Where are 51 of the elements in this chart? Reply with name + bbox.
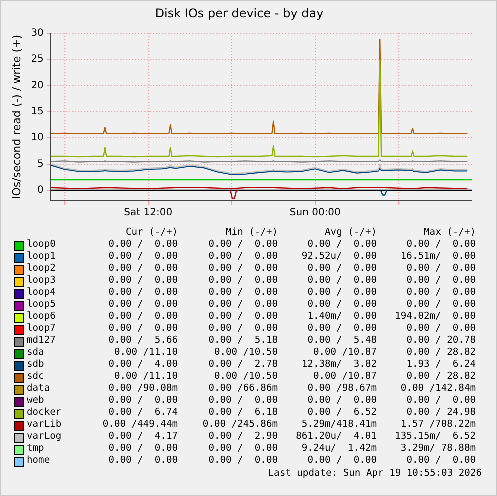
chart-title: Disk IOs per device - by day: [155, 6, 324, 20]
legend-label: loop1: [27, 251, 56, 263]
legend-label: md127: [27, 335, 56, 347]
legend-label: varLog: [27, 431, 62, 443]
legend-label: loop0: [27, 239, 56, 251]
text: 0.00 / 0.00 0.00 / 0.00 0.00 / 0.00 0.00 / 0.00: [108, 395, 476, 406]
legend-label: tmp: [27, 443, 44, 455]
text: Cur (-/+) Min (-/+) Avg (-/+) Max (-/+): [126, 227, 476, 238]
legend-label: home: [27, 455, 50, 467]
x-tick-label: Sat 12:00: [124, 208, 173, 219]
text: 0.00 / 0.00 0.00 / 0.00 0.00 / 0.00 0.00 / 0.00: [108, 239, 476, 250]
legend-label: loop7: [27, 323, 56, 335]
legend-label: varLib: [27, 419, 62, 431]
y-tick-label: 10: [31, 132, 44, 144]
text: 0.00 / 4.00 0.00 / 2.78 12.38m/ 3.82 1.93 / 6.24: [108, 359, 476, 370]
text: 0.00 / 6.74 0.00 / 6.18 0.00 / 6.52 0.00 / 24.98: [108, 407, 476, 418]
legend-label: loop5: [27, 299, 56, 311]
y-tick-label: 0: [38, 185, 44, 196]
y-tick-label: 30: [31, 28, 44, 39]
text: 0.00 / 0.00 0.00 / 0.00 1.40m/ 0.00 194.02m/ 0.00: [108, 311, 476, 322]
y-tick-label: 20: [31, 80, 44, 92]
text: 0.00 /11.10 0.00 /10.50 0.00 /10.87 0.00 / 28.82: [114, 347, 476, 358]
text: 0.00 / 0.00 0.00 / 0.00 92.52u/ 0.00 16.51m/ 0.00: [108, 251, 476, 262]
text: 0.00 /11.10 0.00 /10.50 0.00 /10.87 0.00 / 28.82: [114, 371, 476, 382]
text: 0.00 / 0.00 0.00 / 0.00 0.00 / 0.00 0.00 / 0.00: [108, 275, 476, 286]
legend-label: loop3: [27, 275, 56, 287]
legend-label: docker: [27, 407, 62, 419]
text: Last update: Sun Apr 19 10:55:03 2026: [268, 468, 482, 480]
y-tick-label: 25: [31, 54, 44, 66]
x-tick-label: Sun 00:00: [290, 208, 341, 219]
legend-label: loop4: [27, 287, 56, 299]
y-axis-title: IOs/second read (-) / write (+): [10, 34, 24, 200]
legend-label: loop2: [27, 263, 56, 275]
text: 0.00 / 0.00 0.00 / 0.00 9.24u/ 1.42m 3.29m/ 78.88m: [108, 443, 476, 454]
text: 0.00 / 0.00 0.00 / 0.00 0.00 / 0.00 0.00 / 0.00: [108, 263, 476, 274]
text: 0.00 / 0.00 0.00 / 0.00 0.00 / 0.00 0.00 / 0.00: [108, 287, 476, 298]
text: 0.00 / 0.00 0.00 / 0.00 0.00 / 0.00 0.00 / 0.00: [108, 299, 476, 310]
text: 0.00 / 5.66 0.00 / 5.18 0.00 / 5.48 0.00 / 20.78: [108, 335, 476, 346]
y-tick-label: 15: [31, 106, 44, 118]
legend-label: web: [27, 395, 44, 407]
legend-label: loop6: [27, 311, 56, 323]
legend-label: sda: [27, 347, 44, 359]
text: 0.00 / 0.00 0.00 / 0.00 0.00 / 0.00 0.00 / 0.00: [108, 323, 476, 334]
legend-label: sdc: [27, 371, 44, 383]
text: 0.00 / 4.17 0.00 / 2.90 861.20u/ 4.01 135.15m/ 6.52: [108, 431, 476, 442]
legend-label: sdb: [27, 359, 44, 371]
text: 0.00 /449.44m 0.00 /245.86m 5.29m/418.41m 1.57 /708.22m: [102, 419, 476, 430]
y-tick-label: 5: [38, 158, 44, 170]
text: 0.00 / 0.00 0.00 / 0.00 0.00 / 0.00 0.00 / 0.00: [108, 455, 476, 466]
text: 0.00 /90.08m 0.00 /66.86m 0.00 /98.67m 0.00 /142.84m: [108, 383, 476, 394]
legend-label: data: [27, 383, 50, 395]
